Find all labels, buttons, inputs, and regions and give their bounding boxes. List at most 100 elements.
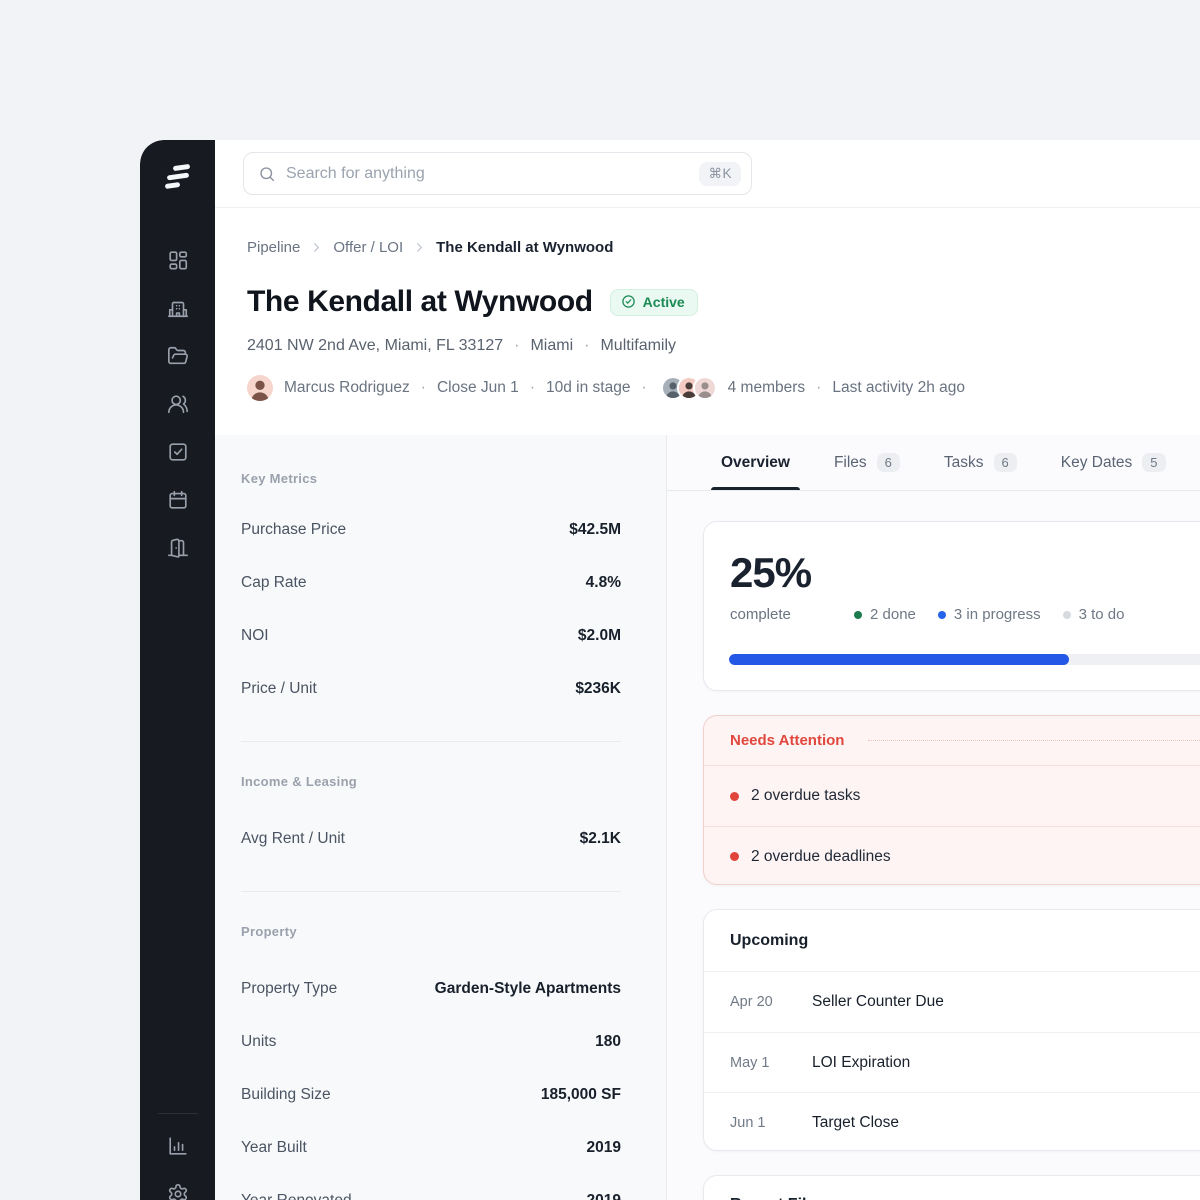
door-open-icon [167, 537, 189, 559]
folder-open-icon [167, 345, 189, 367]
building-icon [167, 297, 189, 319]
upcoming-title: Upcoming [730, 931, 809, 949]
topbar: ⌘K [215, 140, 1200, 208]
upcoming-label: LOI Expiration [812, 1053, 911, 1071]
member-avatar-group [660, 376, 717, 400]
sidebar-bottom-nav [140, 1135, 215, 1200]
search-input[interactable] [286, 164, 690, 183]
tab-label: Overview [721, 453, 790, 471]
tab-label: Key Dates [1060, 453, 1133, 471]
metric-row: Property Type Garden-Style Apartments [241, 962, 621, 1015]
sidebar-item-files[interactable] [167, 345, 189, 367]
sidebar [140, 140, 215, 1200]
users-icon [167, 393, 189, 415]
stage-duration: 10d in stage [545, 379, 631, 396]
needs-attention-card: Needs Attention 2 overdue tasks 2 overdu… [703, 715, 1200, 885]
last-activity: Last activity 2h ago [832, 379, 966, 396]
search-icon [260, 166, 275, 181]
overview-panel: Overview Files 6 Tasks 6 Key Dates 5 [667, 435, 1200, 1200]
dashboard-icon [167, 249, 189, 271]
sidebar-item-contacts[interactable] [167, 393, 189, 415]
legend-label: 2 done [870, 606, 916, 623]
search-bar[interactable]: ⌘K [243, 152, 752, 195]
market-text: Miami [530, 337, 574, 354]
sidebar-item-properties[interactable] [167, 297, 189, 319]
done-dot-icon [854, 610, 862, 619]
main-area: ⌘K Pipeline Offer / LOI The Kendall at W… [215, 140, 1200, 1200]
attention-item-label: 2 overdue tasks [751, 787, 861, 804]
status-label: Active [642, 293, 685, 310]
legend-done: 2 done [854, 606, 916, 623]
tab-key-dates[interactable]: Key Dates 5 [1061, 435, 1166, 490]
sidebar-item-calendar[interactable] [167, 489, 189, 511]
progress-card: 25% complete 2 done 3 in progress [703, 521, 1200, 691]
tab-bar: Overview Files 6 Tasks 6 Key Dates 5 [667, 435, 1200, 491]
upcoming-date: May 1 [730, 1054, 770, 1071]
metric-row: Price / Unit $236K [241, 662, 621, 715]
tab-count-badge: 5 [1142, 453, 1166, 472]
dot-separator: · [529, 379, 535, 396]
tab-count-badge: 6 [876, 453, 900, 472]
metric-value: 2019 [586, 1191, 621, 1200]
metric-value: 4.8% [585, 573, 621, 591]
progress-bar-fill [729, 654, 1069, 665]
breadcrumb-stage[interactable]: Offer / LOI [333, 239, 404, 256]
check-circle-icon [621, 295, 635, 308]
metric-label: Units [241, 1032, 277, 1050]
metric-row: NOI $2.0M [241, 609, 621, 662]
metric-label: Property Type [241, 979, 338, 997]
alert-dot-icon [730, 852, 739, 861]
upcoming-header: Upcoming [704, 910, 1200, 972]
status-badge: Active [609, 288, 698, 316]
breadcrumb: Pipeline Offer / LOI The Kendall at Wynw… [247, 239, 1200, 256]
legend-label: 3 in progress [953, 606, 1041, 623]
metric-value: $236K [575, 679, 621, 697]
metric-label: Year Renovated [241, 1191, 352, 1200]
metric-value: 2019 [586, 1138, 621, 1156]
page-header: Pipeline Offer / LOI The Kendall at Wynw… [215, 208, 1200, 401]
sidebar-nav [167, 249, 189, 559]
metric-row: Year Renovated 2019 [241, 1174, 621, 1200]
content-split: Key Metrics Purchase Price $42.5M Cap Ra… [215, 435, 1200, 1200]
sidebar-item-tasks[interactable] [167, 441, 189, 463]
metric-label: Cap Rate [241, 573, 307, 591]
app-logo-icon[interactable] [160, 162, 196, 192]
sidebar-item-dashboard[interactable] [167, 249, 189, 271]
upcoming-item[interactable]: Apr 20 Seller Counter Due [704, 972, 1200, 1032]
tab-count-badge: 6 [993, 453, 1017, 472]
meta-row: Marcus Rodriguez · Close Jun 1 · 10d in … [247, 375, 1200, 401]
breadcrumb-current: The Kendall at Wynwood [436, 239, 614, 256]
needs-attention-header: Needs Attention [704, 716, 1200, 766]
tab-tasks[interactable]: Tasks 6 [944, 435, 1017, 490]
page-title: The Kendall at Wynwood [247, 285, 593, 318]
attention-item[interactable]: 2 overdue deadlines [704, 826, 1200, 886]
property-type-text: Multifamily [600, 337, 677, 354]
dot-separator: · [514, 337, 520, 354]
upcoming-label: Seller Counter Due [812, 993, 944, 1010]
upcoming-item[interactable]: Jun 1 Target Close [704, 1092, 1200, 1152]
tab-label: Files [833, 453, 867, 471]
search-shortcut-badge: ⌘K [699, 161, 741, 186]
title-row: The Kendall at Wynwood Active [247, 285, 1200, 319]
sidebar-item-reports[interactable] [167, 1135, 189, 1157]
todo-dot-icon [1062, 610, 1071, 619]
needs-attention-title: Needs Attention [730, 732, 845, 749]
section-title: Key Metrics [241, 471, 318, 486]
upcoming-label: Target Close [812, 1113, 900, 1131]
metric-value: $2.0M [577, 626, 621, 644]
section-property: Property Property Type Garden-Style Apar… [241, 891, 621, 1200]
metric-row: Building Size 185,000 SF [241, 1068, 621, 1121]
legend-label: 3 to do [1078, 606, 1125, 623]
sidebar-item-rooms[interactable] [167, 537, 189, 559]
address-text: 2401 NW 2nd Ave, Miami, FL 33127 [247, 337, 504, 354]
metric-label: Price / Unit [241, 679, 317, 697]
chevron-right-icon [314, 243, 320, 252]
tab-overview[interactable]: Overview [711, 435, 800, 490]
metric-row: Avg Rent / Unit $2.1K [241, 812, 621, 865]
breadcrumb-pipeline[interactable]: Pipeline [247, 239, 301, 256]
attention-item[interactable]: 2 overdue tasks [704, 766, 1200, 826]
metric-value: 180 [595, 1032, 621, 1050]
sidebar-item-settings[interactable] [167, 1183, 189, 1200]
tab-files[interactable]: Files 6 [834, 435, 900, 490]
upcoming-item[interactable]: May 1 LOI Expiration [704, 1032, 1200, 1092]
